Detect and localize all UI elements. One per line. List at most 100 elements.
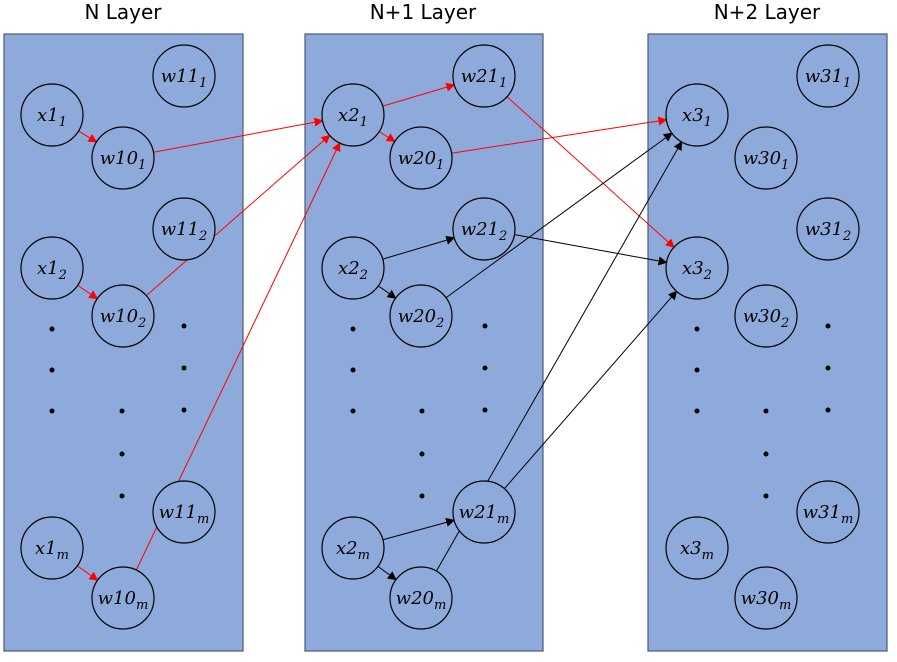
node-label: x2m bbox=[336, 538, 370, 563]
ellipsis-dot bbox=[181, 407, 187, 413]
edge-w21_m-to-x3_2 bbox=[504, 290, 678, 489]
node-label: w302 bbox=[743, 306, 790, 331]
edge-w20_2-to-x3_1 bbox=[445, 132, 673, 299]
node-circle bbox=[734, 284, 798, 348]
node-w10_2: w102 bbox=[91, 284, 155, 348]
node-label: w311 bbox=[805, 66, 852, 91]
node-label: x11 bbox=[37, 105, 67, 130]
node-circle bbox=[665, 516, 729, 580]
node-circle bbox=[389, 284, 453, 348]
node-label: w10m bbox=[98, 588, 149, 613]
ellipsis-dot bbox=[825, 407, 831, 413]
ellipsis-dot bbox=[694, 326, 700, 332]
node-circle bbox=[20, 236, 84, 300]
ellipsis-dot bbox=[350, 408, 356, 414]
ellipsis-dot bbox=[49, 408, 55, 414]
node-label: x31 bbox=[682, 105, 712, 130]
node-x2_2: x22 bbox=[321, 236, 385, 300]
node-x1_m: x1m bbox=[20, 516, 84, 580]
node-circle bbox=[152, 44, 216, 108]
node-circle bbox=[91, 566, 155, 630]
ellipsis-dots bbox=[49, 323, 831, 499]
node-label: x22 bbox=[338, 258, 368, 283]
ellipsis-dot bbox=[419, 408, 425, 414]
node-x3_1: x31 bbox=[665, 83, 729, 147]
node-w11_m: w11m bbox=[152, 480, 216, 544]
node-circle bbox=[389, 566, 453, 630]
node-circle bbox=[321, 516, 385, 580]
edge-x2_1-to-w20_1 bbox=[378, 131, 396, 142]
node-circle bbox=[796, 197, 860, 261]
node-w11_1: w111 bbox=[152, 44, 216, 108]
node-circle bbox=[796, 480, 860, 544]
node-circle bbox=[20, 83, 84, 147]
ellipsis-dot bbox=[825, 323, 831, 329]
ellipsis-dot bbox=[763, 451, 769, 457]
node-circle bbox=[734, 126, 798, 190]
node-circle bbox=[91, 126, 155, 190]
node-circle bbox=[91, 284, 155, 348]
node-w30_2: w302 bbox=[734, 284, 798, 348]
node-label: x32 bbox=[682, 258, 712, 283]
edge-x2_1-to-w21_1 bbox=[382, 82, 456, 107]
edge-x2_m-to-w21_m bbox=[382, 517, 456, 541]
node-w31_m: w31m bbox=[796, 480, 860, 544]
ellipsis-dot bbox=[419, 451, 425, 457]
node-label: w202 bbox=[398, 306, 445, 331]
node-circle bbox=[321, 83, 385, 147]
node-circle bbox=[665, 236, 729, 300]
node-label: w301 bbox=[743, 148, 790, 173]
node-w10_1: w101 bbox=[91, 126, 155, 190]
edge-x1_m-to-w10_m bbox=[77, 565, 99, 581]
node-circle bbox=[665, 83, 729, 147]
node-circle bbox=[734, 566, 798, 630]
edge-x2_2-to-w21_2 bbox=[382, 235, 456, 260]
node-label: w20m bbox=[396, 588, 447, 613]
nodes-group: x11 w111 w101 w112 x12 w102 w11m x1m w10m x21 w211… bbox=[20, 44, 860, 630]
node-x3_m: x3m bbox=[665, 516, 729, 580]
node-w20_m: w20m bbox=[389, 566, 453, 630]
node-x1_1: x11 bbox=[20, 83, 84, 147]
ellipsis-dot bbox=[482, 407, 488, 413]
node-circle bbox=[452, 44, 516, 108]
node-w30_1: w301 bbox=[734, 126, 798, 190]
ellipsis-dot bbox=[49, 367, 55, 373]
node-x2_1: x21 bbox=[321, 83, 385, 147]
node-label: w30m bbox=[741, 588, 792, 613]
edge-w21_1-to-x3_2 bbox=[506, 96, 675, 248]
node-label: w31m bbox=[803, 502, 854, 527]
node-x2_m: x2m bbox=[321, 516, 385, 580]
edge-x1_2-to-w10_2 bbox=[77, 284, 99, 300]
node-circle bbox=[152, 197, 216, 261]
ellipsis-dot bbox=[350, 326, 356, 332]
ellipsis-dot bbox=[350, 367, 356, 373]
node-circle bbox=[452, 480, 516, 544]
node-w20_2: w202 bbox=[389, 284, 453, 348]
ellipsis-dot bbox=[49, 326, 55, 332]
ellipsis-dot bbox=[119, 493, 125, 499]
ellipsis-dot bbox=[825, 365, 831, 371]
layer-title-n-plus-1: N+1 Layer bbox=[370, 0, 477, 24]
node-w31_2: w312 bbox=[796, 197, 860, 261]
node-label: w21m bbox=[459, 502, 510, 527]
node-circle bbox=[152, 480, 216, 544]
edge-w20_1-to-x3_1 bbox=[451, 116, 668, 154]
edge-x2_m-to-w20_m bbox=[377, 565, 397, 581]
node-w11_2: w112 bbox=[152, 197, 216, 261]
edge-x2_2-to-w20_2 bbox=[378, 285, 397, 299]
ellipsis-dot bbox=[763, 493, 769, 499]
node-label: x12 bbox=[37, 258, 67, 283]
node-label: w212 bbox=[461, 219, 508, 244]
node-circle bbox=[20, 516, 84, 580]
node-label: w111 bbox=[161, 66, 208, 91]
node-w20_1: w201 bbox=[389, 126, 453, 190]
node-w10_m: w10m bbox=[91, 566, 155, 630]
node-circle bbox=[452, 197, 516, 261]
ellipsis-dot bbox=[694, 367, 700, 373]
ellipsis-dot bbox=[181, 323, 187, 329]
edge-w10_1-to-x2_1 bbox=[153, 117, 324, 153]
node-label: x21 bbox=[338, 105, 368, 130]
edge-w21_2-to-x3_2 bbox=[514, 234, 668, 266]
node-label: x1m bbox=[35, 538, 69, 563]
